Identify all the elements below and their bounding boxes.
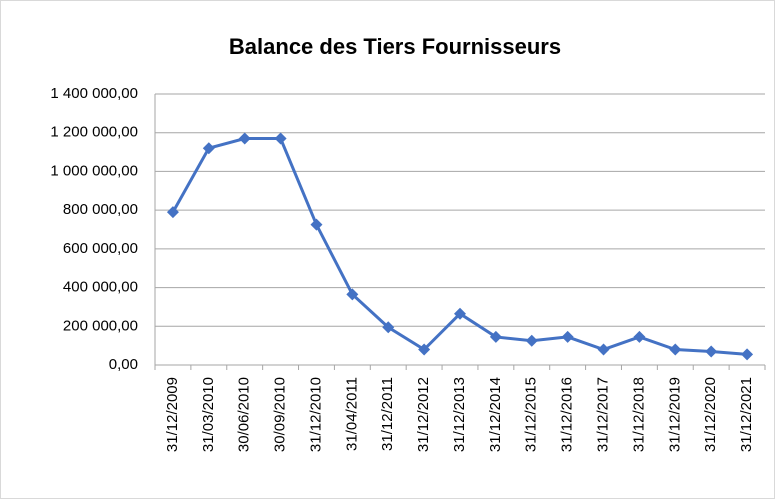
x-tick-label: 31/12/2013 (451, 377, 468, 452)
marker (561, 330, 574, 343)
marker (633, 330, 646, 343)
marker (310, 218, 323, 231)
x-tick-label: 31/12/2012 (415, 377, 432, 452)
y-tick-label: 200 000,00 (63, 317, 138, 334)
marker (346, 288, 359, 301)
marker (454, 307, 466, 320)
marker (166, 206, 179, 219)
y-tick-label: 1 400 000,00 (50, 85, 138, 102)
marker (382, 321, 395, 334)
x-tick-label: 31/12/2016 (559, 377, 576, 452)
x-tick-label: 31/12/2021 (738, 377, 755, 452)
x-tick-label: 30/09/2010 (272, 377, 289, 452)
y-tick-label: 800 000,00 (63, 201, 138, 218)
marker (418, 343, 431, 356)
y-tick-label: 400 000,00 (63, 279, 138, 296)
x-tick-label: 31/03/2010 (200, 377, 217, 452)
marker (597, 343, 610, 356)
x-tick-label: 31/12/2017 (594, 377, 611, 452)
chart-title: Balance des Tiers Fournisseurs (229, 34, 561, 59)
y-tick-label: 600 000,00 (63, 240, 138, 257)
y-tick-label: 0,00 (109, 356, 138, 373)
marker (238, 132, 251, 145)
marker (669, 343, 682, 356)
marker (202, 142, 215, 155)
marker (705, 345, 718, 358)
marker (489, 330, 502, 343)
x-tick-label: 31/12/2019 (666, 377, 683, 452)
x-tick-label: 31/12/2015 (523, 377, 540, 452)
marker (274, 132, 287, 145)
x-tick-label: 30/06/2010 (236, 377, 253, 452)
x-tick-label: 31/12/2010 (307, 377, 324, 452)
x-tick-label: 31/04/2011 (343, 377, 360, 451)
x-tick-label: 31/12/2020 (702, 377, 719, 452)
y-tick-label: 1 000 000,00 (50, 162, 138, 179)
x-tick-label: 31/12/2009 (164, 377, 181, 452)
x-tick-label: 31/12/2014 (487, 377, 504, 452)
x-tick-label: 31/12/2011 (379, 377, 396, 451)
marker (525, 334, 538, 347)
marker (741, 348, 754, 361)
y-tick-label: 1 200 000,00 (50, 124, 138, 141)
x-tick-label: 31/12/2018 (630, 377, 647, 452)
